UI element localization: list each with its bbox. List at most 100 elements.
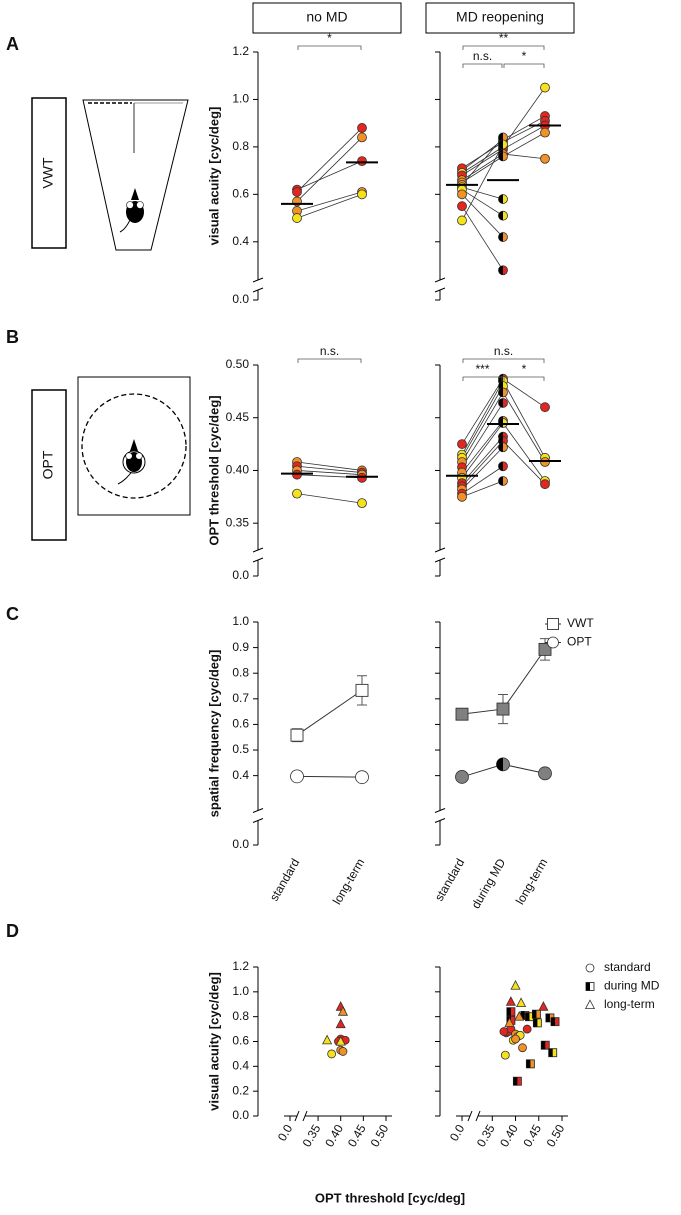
panel-label: D (6, 921, 19, 941)
axis-break (434, 818, 446, 823)
significance-label: *** (475, 362, 489, 376)
y-tick-label: 0.8 (232, 139, 249, 153)
axis-break (302, 1110, 308, 1122)
marker-square (496, 702, 510, 716)
legend-label: OPT (567, 635, 592, 649)
marker-circle (327, 1049, 337, 1059)
y-tick-label: 0.2 (232, 1083, 249, 1097)
series-line (461, 465, 504, 494)
y-tick-label: 0.40 (226, 463, 250, 477)
series-line (296, 470, 363, 476)
column-header: MD reopening (456, 9, 544, 25)
y-tick-label: 0.35 (226, 515, 250, 529)
y-tick-label: 0.0 (232, 837, 249, 851)
half-fill (498, 194, 503, 204)
header-box (425, 2, 575, 34)
x-tick-label: 0.50 (368, 1122, 392, 1150)
half-fill (525, 1012, 530, 1021)
marker-circle (357, 132, 367, 143)
series-line (296, 127, 363, 193)
significance-label: n.s. (494, 344, 513, 358)
series-line (296, 461, 363, 471)
marker-triangle (514, 1011, 525, 1021)
significance-bracket (462, 63, 503, 68)
marker-circle (499, 1027, 509, 1036)
half-fill (498, 232, 503, 242)
panel-label: B (6, 327, 19, 347)
half-fill (520, 1011, 525, 1020)
legend-marker (547, 636, 559, 649)
half-fill (498, 476, 503, 486)
series-line (296, 775, 363, 778)
legend-label: long-term (604, 997, 655, 1011)
significance-bracket (462, 376, 503, 381)
marker-square (355, 683, 369, 697)
x-tick-label: 0.0 (447, 1122, 468, 1144)
panel-label: C (6, 604, 19, 624)
axis-break (252, 808, 264, 813)
half-fill (506, 1007, 511, 1016)
x-tick-label: 0.35 (300, 1122, 324, 1150)
y-tick-label: 0.9 (232, 640, 249, 654)
half-fill (586, 982, 590, 991)
half-fill (548, 1048, 553, 1057)
marker-triangle (322, 1034, 333, 1045)
y-tick-label: 0.8 (232, 665, 249, 679)
marker-triangle (505, 996, 516, 1006)
y-tick-label: 0.6 (232, 1034, 249, 1048)
marker-triangle (538, 1001, 549, 1011)
y-tick-label: 1.2 (232, 959, 249, 973)
series-line (296, 465, 363, 473)
marker-triangle (516, 997, 527, 1008)
y-tick-label: 0.5 (232, 742, 249, 756)
schematic-label-box (31, 389, 67, 541)
half-fill (541, 1041, 546, 1050)
series-line (461, 205, 504, 271)
significance-label: * (327, 31, 332, 45)
marker-circle (357, 123, 367, 133)
marker-circle (357, 156, 367, 167)
series-line (461, 480, 504, 498)
marker-circle (457, 491, 467, 502)
significance-bracket (462, 358, 545, 363)
half-fill (513, 1077, 518, 1086)
half-fill (545, 1013, 550, 1022)
marker-circle (292, 488, 302, 499)
series-line (296, 191, 363, 212)
y-axis-label: OPT threshold [cyc/deg] (206, 395, 221, 545)
significance-label: ** (499, 31, 509, 45)
x-tick-label: long-term (330, 856, 367, 907)
marker-triangle (335, 1035, 346, 1046)
marker-square (538, 642, 552, 656)
marker-triangle (510, 979, 521, 990)
x-tick-label: 0.40 (497, 1122, 521, 1150)
y-tick-label: 0.4 (232, 234, 249, 248)
marker-circle (457, 215, 467, 226)
x-tick-label: 0.40 (322, 1122, 346, 1150)
axis-break (252, 818, 264, 823)
marker-square (455, 707, 469, 721)
significance-bracket (297, 358, 362, 363)
marker-circle (540, 457, 550, 467)
marker-circle (338, 1047, 348, 1056)
header-box (252, 2, 402, 34)
axis-break (467, 1110, 473, 1122)
y-tick-label: 0.4 (232, 768, 249, 782)
y-axis-label: visual acuity [cyc/deg] (206, 107, 221, 246)
legend-marker (547, 618, 559, 630)
marker-circle (500, 1050, 510, 1060)
series-line (461, 385, 504, 458)
axis-break (434, 277, 446, 283)
half-fill (532, 1010, 537, 1019)
marker-circle (511, 1034, 520, 1044)
marker-circle (540, 153, 550, 164)
x-tick-label: 0.50 (544, 1122, 568, 1150)
legend-label: standard (604, 960, 651, 974)
y-tick-label: 0.8 (232, 1009, 249, 1023)
schematic-label: OPT (40, 450, 56, 479)
marker-circle (457, 201, 467, 212)
legend-marker (585, 963, 595, 973)
series-line (296, 493, 363, 504)
y-tick-label: 0.6 (232, 187, 249, 201)
